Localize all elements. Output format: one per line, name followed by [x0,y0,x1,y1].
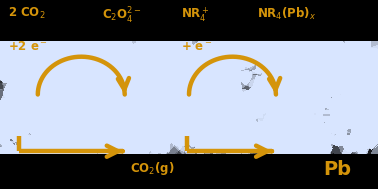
Text: +2 e$^-$: +2 e$^-$ [8,40,47,53]
Text: C$_2$O$_4^{2-}$: C$_2$O$_4^{2-}$ [102,6,141,26]
Text: Pb: Pb [323,160,351,179]
Text: CO$_2$(g): CO$_2$(g) [130,160,175,177]
Text: NR$_4$(Pb)$_x$: NR$_4$(Pb)$_x$ [257,6,316,22]
Text: + e$^-$: + e$^-$ [181,40,213,53]
Text: 2 CO$_2$: 2 CO$_2$ [8,6,45,21]
Text: NR$_4^+$: NR$_4^+$ [181,6,210,24]
